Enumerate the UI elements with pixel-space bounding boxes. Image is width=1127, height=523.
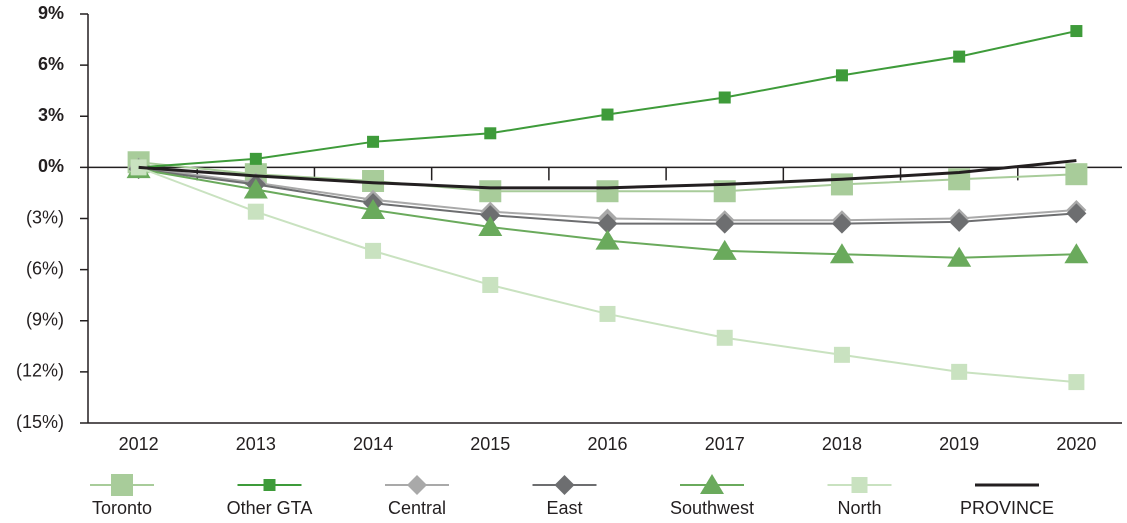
legend-marker: [111, 474, 133, 496]
marker: [249, 152, 262, 165]
marker: [712, 239, 737, 260]
x-tick-label: 2019: [939, 434, 979, 454]
y-tick-label: 3%: [38, 105, 64, 125]
marker: [947, 246, 972, 267]
y-tick-label: 9%: [38, 3, 64, 23]
marker: [247, 203, 264, 220]
marker: [484, 127, 497, 140]
legend-label: Toronto: [92, 498, 152, 518]
legend-marker: [851, 477, 868, 493]
legend-marker: [407, 475, 427, 495]
legend-label: Central: [388, 498, 446, 518]
marker: [362, 170, 385, 193]
y-tick-label: 6%: [38, 54, 64, 74]
marker: [479, 180, 502, 203]
legend-label: Southwest: [670, 498, 754, 518]
marker: [597, 213, 618, 234]
y-tick-label: (6%): [26, 258, 64, 278]
marker: [718, 91, 731, 104]
marker: [482, 276, 499, 293]
marker: [714, 213, 735, 234]
x-tick-label: 2016: [587, 434, 627, 454]
legend-marker: [554, 475, 575, 495]
legend-label: East: [546, 498, 582, 518]
series-line: [138, 30, 1077, 169]
y-tick-label: (3%): [26, 207, 64, 227]
marker: [1070, 25, 1083, 38]
x-tick-label: 2018: [822, 434, 862, 454]
x-tick-label: 2014: [353, 434, 393, 454]
marker: [953, 50, 966, 63]
marker: [951, 363, 968, 380]
marker: [1064, 243, 1089, 264]
marker: [831, 213, 852, 234]
x-tick-label: 2017: [705, 434, 745, 454]
y-tick-label: (9%): [26, 310, 64, 330]
marker: [1068, 374, 1085, 391]
marker: [595, 229, 620, 250]
marker: [716, 329, 733, 346]
series-line: [138, 159, 1077, 190]
y-tick-label: (15%): [16, 412, 64, 432]
marker: [949, 211, 970, 232]
marker: [829, 243, 854, 264]
marker: [478, 216, 503, 237]
marker: [596, 180, 619, 203]
y-tick-label: 0%: [38, 156, 64, 176]
legend-marker: [263, 479, 276, 491]
legend-label: PROVINCE: [960, 498, 1054, 518]
y-tick-label: (12%): [16, 361, 64, 381]
marker: [601, 108, 614, 121]
x-tick-label: 2020: [1056, 434, 1096, 454]
legend-label: Other GTA: [227, 498, 313, 518]
x-tick-label: 2013: [236, 434, 276, 454]
x-tick-label: 2012: [119, 434, 159, 454]
marker: [835, 69, 848, 82]
marker: [361, 198, 386, 219]
marker: [1065, 163, 1088, 186]
x-tick-label: 2015: [470, 434, 510, 454]
marker: [833, 346, 850, 363]
marker: [365, 242, 382, 259]
marker: [243, 178, 268, 199]
marker: [1066, 203, 1087, 224]
marker: [830, 173, 853, 196]
marker: [599, 305, 616, 322]
legend-label: North: [837, 498, 881, 518]
marker: [367, 135, 380, 148]
legend-marker: [700, 474, 724, 494]
marker: [480, 205, 501, 226]
